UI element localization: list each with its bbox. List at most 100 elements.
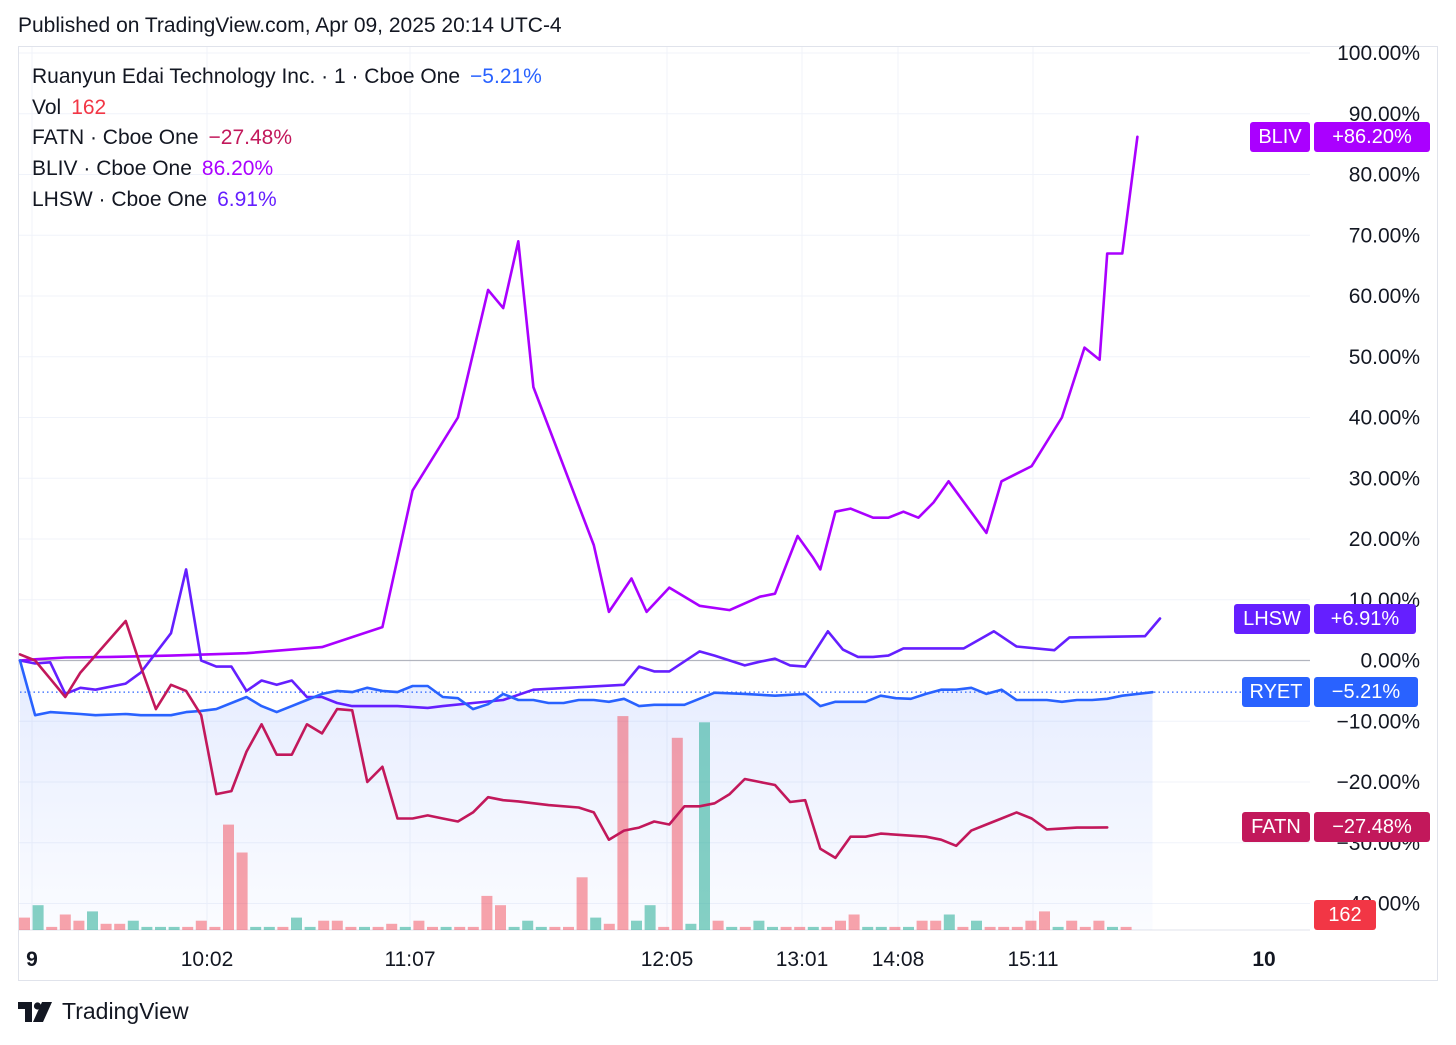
volume-bar [19, 917, 30, 930]
volume-bar [318, 920, 330, 930]
volume-bar [454, 926, 466, 930]
tag-lhsw-symbol: LHSW [1234, 604, 1310, 634]
volume-bar [739, 926, 751, 930]
volume-bar [603, 923, 615, 930]
volume-bar [821, 926, 833, 930]
volume-bar [848, 914, 860, 930]
volume-bar [1039, 911, 1050, 930]
x-tick-label: 14:08 [872, 948, 925, 971]
x-tick-label: 10:02 [181, 948, 234, 971]
volume-bars [19, 716, 1132, 930]
legend-row-fatn[interactable]: FATN · Cboe One −27.48% [32, 123, 542, 154]
legend-value: 86.20% [201, 157, 274, 181]
legend-row-ryet[interactable]: Ruanyun Edai Technology Inc. · 1 · Cboe … [32, 62, 542, 93]
volume-bar [644, 905, 656, 930]
legend-value: 162 [71, 95, 107, 119]
tradingview-logo-icon [18, 1001, 52, 1022]
volume-bar [440, 926, 452, 930]
legend-label: FATN · Cboe One [32, 126, 199, 150]
volume-bar [1107, 926, 1118, 930]
volume-bar [223, 824, 234, 930]
y-tick-label: 30.00% [1349, 467, 1420, 490]
series-line-lhsw[interactable] [18, 568, 1162, 710]
volume-bar [685, 923, 697, 930]
volume-bar [508, 926, 520, 930]
tag-ryet-symbol: RYET [1242, 677, 1310, 707]
volume-bar [114, 923, 126, 930]
volume-bar [889, 926, 901, 930]
volume-bar [168, 926, 180, 930]
published-caption: Published on TradingView.com, Apr 09, 20… [18, 14, 562, 37]
volume-bar [263, 926, 275, 930]
tag-fatn-value: −27.48% [1314, 812, 1430, 842]
legend-row-vol[interactable]: Vol 162 [32, 93, 542, 124]
legend-value: −5.21% [470, 65, 542, 88]
volume-bar [1052, 926, 1064, 930]
volume-bar [481, 895, 493, 930]
volume-bar [862, 926, 874, 930]
volume-bar [576, 877, 588, 930]
y-tick-label: −10.00% [1337, 710, 1421, 733]
volume-bar [331, 920, 343, 930]
brand[interactable]: TradingView [18, 998, 189, 1025]
legend-row-lhsw[interactable]: LHSW · Cboe One 6.91% [32, 185, 542, 216]
volume-bar [984, 926, 996, 930]
x-tick-label: 11:07 [385, 948, 436, 971]
ryet-area [20, 660, 1310, 930]
legend-label: BLIV · Cboe One [32, 157, 192, 181]
x-tick-label: 12:05 [641, 948, 694, 971]
legend-value: −27.48% [208, 126, 293, 150]
volume-bar [535, 926, 547, 930]
volume-bar [32, 905, 44, 930]
x-axis: 9 10:02 11:07 12:05 13:01 14:08 15:11 10 [26, 948, 1276, 971]
volume-bar [794, 926, 806, 930]
volume-bar [617, 716, 629, 930]
legend-label: Ruanyun Edai Technology Inc. · 1 · Cboe … [32, 65, 461, 88]
y-tick-label: 90.00% [1349, 103, 1420, 126]
x-tick-label: 13:01 [776, 948, 829, 971]
volume-bar [1025, 920, 1037, 930]
volume-bar [658, 926, 670, 930]
ryet-area-fill [20, 660, 1153, 930]
volume-bar [753, 920, 765, 930]
volume-bar [195, 920, 207, 930]
legend-row-bliv[interactable]: BLIV · Cboe One 86.20% [32, 154, 542, 185]
volume-bar [957, 926, 969, 930]
tag-bliv-value: +86.20% [1314, 122, 1430, 152]
volume-bar [236, 852, 248, 930]
volume-bar [46, 926, 58, 930]
volume-bar [631, 920, 642, 930]
brand-name: TradingView [62, 998, 189, 1024]
y-tick-label: 50.00% [1349, 346, 1420, 369]
volume-bar [590, 917, 602, 930]
volume-bar [1079, 926, 1091, 930]
volume-bar [671, 737, 683, 930]
tag-lhsw-value: +6.91% [1314, 604, 1416, 634]
x-tick-label: 10 [1252, 948, 1275, 971]
tag-vol-value: 162 [1314, 900, 1376, 930]
volume-bar [780, 926, 792, 930]
y-tick-label: 70.00% [1349, 224, 1420, 247]
volume-bar [549, 926, 561, 930]
volume-bar [1120, 926, 1132, 930]
series-line-bliv[interactable] [18, 135, 1139, 662]
volume-bar [930, 920, 942, 930]
volume-bar [413, 920, 425, 930]
volume-bar [1011, 926, 1023, 930]
volume-bar [304, 926, 316, 930]
volume-bar [998, 926, 1010, 930]
series-line-ryet[interactable] [18, 659, 1154, 717]
volume-bar [209, 926, 221, 930]
y-tick-label: 20.00% [1349, 528, 1420, 551]
volume-bar [916, 920, 928, 930]
volume-bar [767, 926, 778, 930]
volume-bar [835, 920, 846, 930]
y-tick-label: 100.00% [1337, 42, 1420, 65]
tag-ryet-value: −5.21% [1314, 677, 1418, 707]
y-axis: 100.00% 90.00% 80.00% 70.00% 60.00% 50.00% 40.… [1337, 42, 1421, 916]
volume-bar [875, 926, 887, 930]
series-line-fatn[interactable] [18, 619, 1109, 860]
volume-bar [699, 722, 710, 930]
volume-bar [59, 914, 71, 930]
